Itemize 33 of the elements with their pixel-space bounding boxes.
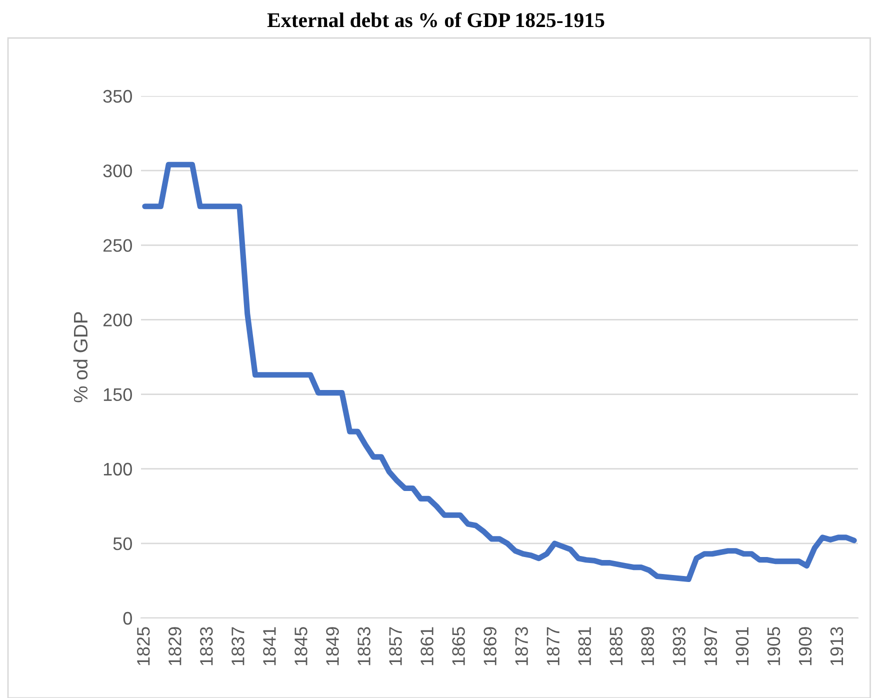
x-tick-label: 1841 <box>263 627 276 666</box>
x-tick-label: 1865 <box>452 627 465 666</box>
x-tick-label: 1857 <box>389 627 402 666</box>
y-tick-label: 0 <box>123 612 132 625</box>
y-tick-label: 350 <box>103 90 132 103</box>
x-tick-label: 1893 <box>672 627 686 666</box>
x-tick-label: 1873 <box>515 627 528 666</box>
y-tick-label: 100 <box>104 462 132 476</box>
x-tick-label: 1869 <box>484 627 496 666</box>
x-tick-label: 1881 <box>578 627 592 666</box>
x-tick-label: 1861 <box>420 627 434 666</box>
x-tick-label: 1901 <box>736 627 749 666</box>
y-tick-label: 250 <box>103 239 132 252</box>
chart-title: External debt as % of GDP 1825-1915 <box>267 12 604 28</box>
x-tick-label: 1845 <box>294 627 308 666</box>
x-tick-label: 1853 <box>358 627 370 666</box>
y-tick-label: 150 <box>104 388 132 402</box>
x-tick-label: 1913 <box>830 627 844 666</box>
y-tick-label: 300 <box>103 164 132 178</box>
x-tick-label: 1885 <box>610 627 623 666</box>
x-tick-label: 1825 <box>137 627 150 666</box>
y-tick-label: 50 <box>113 537 132 550</box>
x-tick-label: 1909 <box>798 627 812 666</box>
x-tick-label: 1837 <box>232 627 244 666</box>
x-tick-label: 1829 <box>168 627 182 666</box>
x-tick-label: 1905 <box>767 627 780 666</box>
y-tick-label: 200 <box>103 314 132 326</box>
y-axis-title: % od GDP <box>73 312 88 402</box>
x-tick-label: 1889 <box>641 627 654 666</box>
x-tick-label: 1833 <box>200 627 213 666</box>
x-tick-label: 1897 <box>704 627 718 666</box>
x-tick-label: 1849 <box>326 627 339 666</box>
x-tick-label: 1877 <box>546 627 560 666</box>
